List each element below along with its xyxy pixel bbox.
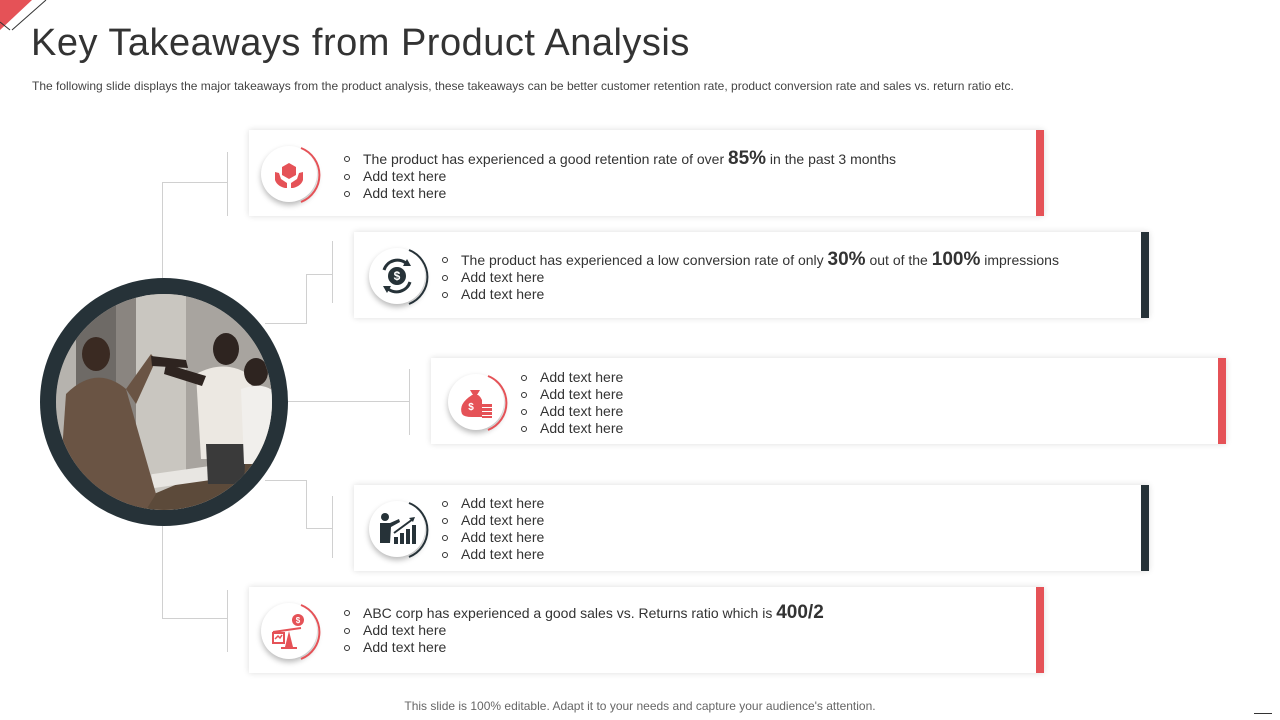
accent-bar	[1141, 232, 1149, 318]
svg-text:$: $	[394, 269, 401, 283]
connector-line	[162, 526, 163, 619]
dollar-cycle-icon: $	[369, 248, 425, 304]
connector-line	[332, 241, 333, 303]
bullet-list: ABC corp has experienced a good sales vs…	[344, 602, 824, 656]
icon-arc	[408, 249, 429, 305]
connector-line	[265, 323, 306, 324]
highlight-value: 100%	[931, 249, 981, 270]
icon-arc	[408, 502, 429, 558]
list-item: Add text here	[442, 529, 544, 546]
connector-line	[227, 590, 228, 652]
connector-line	[332, 496, 333, 558]
list-item: Add text here	[442, 546, 544, 563]
bullet-list: Add text here Add text here Add text her…	[442, 495, 544, 563]
list-item: Add text here	[442, 512, 544, 529]
connector-line	[288, 401, 410, 402]
highlight-value: 400/2	[776, 602, 824, 623]
balance-scale-icon: $	[261, 603, 317, 659]
takeaway-card-conversion: $ The product has experienced a low conv…	[354, 232, 1149, 318]
connector-line	[265, 480, 306, 481]
list-item: Add text here	[521, 386, 623, 403]
corner-decoration	[0, 0, 47, 31]
list-item: The product has experienced a low conver…	[442, 249, 1059, 270]
page-title: Key Takeaways from Product Analysis	[31, 22, 690, 64]
icon-arc	[300, 147, 321, 203]
connector-line	[162, 618, 228, 619]
list-item: Add text here	[442, 495, 544, 512]
takeaway-card-retention: The product has experienced a good reten…	[249, 130, 1044, 216]
team-photo	[56, 294, 272, 510]
list-item: The product has experienced a good reten…	[344, 148, 896, 169]
footer-dash	[1254, 713, 1272, 714]
footer-note: This slide is 100% editable. Adapt it to…	[404, 699, 876, 713]
money-bag-icon: $	[448, 374, 504, 430]
connector-line	[306, 274, 307, 324]
takeaway-card-growth: Add text here Add text here Add text her…	[354, 485, 1149, 571]
bullet-list: The product has experienced a good reten…	[344, 148, 896, 202]
list-item: Add text here	[442, 269, 1059, 286]
hands-box-icon	[261, 146, 317, 202]
accent-bar	[1036, 130, 1044, 216]
presenter-chart-icon	[369, 501, 425, 557]
connector-line	[409, 369, 410, 435]
accent-bar	[1141, 485, 1149, 571]
list-item: Add text here	[344, 185, 896, 202]
page-subtitle: The following slide displays the major t…	[32, 79, 1014, 93]
list-item: Add text here	[521, 403, 623, 420]
takeaway-card-money: $ Add text here Add text here Add text h…	[431, 358, 1226, 444]
list-item: Add text here	[521, 369, 623, 386]
takeaway-card-sales-returns: $ ABC corp has experienced a good sales …	[249, 587, 1044, 673]
connector-line	[162, 182, 228, 183]
list-item: Add text here	[344, 168, 896, 185]
svg-text:$: $	[296, 616, 301, 625]
highlight-value: 30%	[827, 249, 866, 270]
connector-line	[306, 480, 307, 529]
icon-arc	[487, 375, 508, 431]
svg-text:$: $	[468, 402, 474, 413]
connector-line	[306, 528, 333, 529]
accent-bar	[1036, 587, 1044, 673]
accent-bar	[1218, 358, 1226, 444]
connector-line	[227, 152, 228, 216]
list-item: ABC corp has experienced a good sales vs…	[344, 602, 824, 623]
bullet-list: Add text here Add text here Add text her…	[521, 369, 623, 437]
list-item: Add text here	[442, 286, 1059, 303]
connector-line	[306, 274, 333, 275]
list-item: Add text here	[344, 639, 824, 656]
icon-arc	[300, 604, 321, 660]
list-item: Add text here	[344, 622, 824, 639]
bullet-list: The product has experienced a low conver…	[442, 249, 1059, 303]
connector-line	[162, 182, 163, 278]
list-item: Add text here	[521, 420, 623, 437]
highlight-value: 85%	[728, 148, 767, 169]
